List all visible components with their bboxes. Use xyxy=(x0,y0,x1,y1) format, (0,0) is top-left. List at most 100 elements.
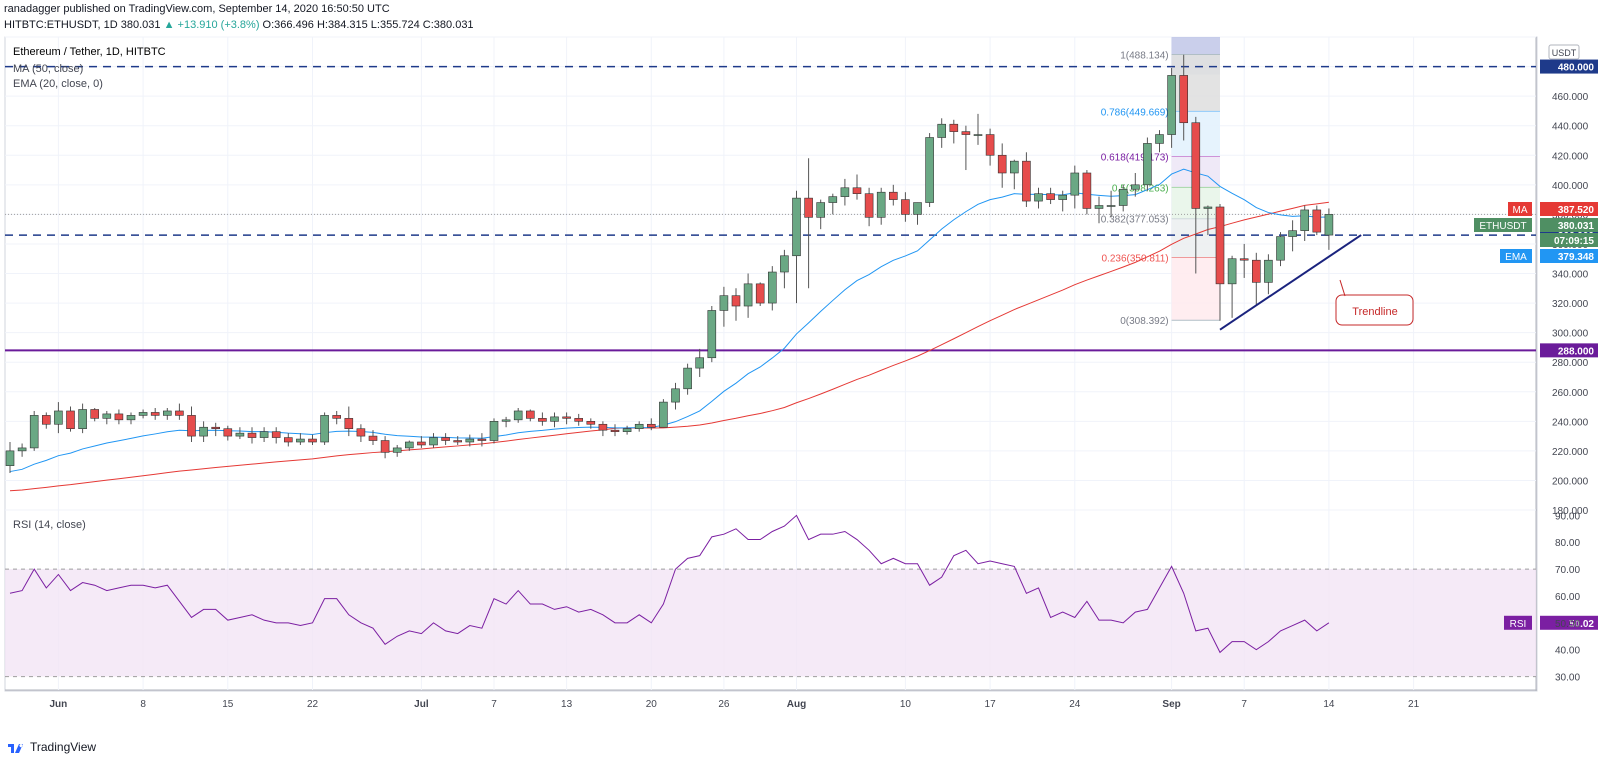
candle-body xyxy=(5,450,15,466)
ema-tag-bg xyxy=(1500,249,1532,263)
candle-body xyxy=(477,438,487,441)
candle-body xyxy=(465,438,475,443)
publish-line: ranadagger published on TradingView.com,… xyxy=(4,3,390,15)
price-tick-label: 420.000 xyxy=(1552,151,1589,162)
candle-body xyxy=(973,134,983,136)
trendline xyxy=(1219,234,1362,331)
countdown-badge-text: 07:09:15 xyxy=(1554,236,1594,247)
candle-body xyxy=(296,438,305,443)
candle-body xyxy=(1252,259,1261,283)
time-tick-label: Aug xyxy=(787,699,806,710)
candle-body xyxy=(586,421,596,425)
level-288-badge-text: 288.000 xyxy=(1558,346,1595,357)
candle-body xyxy=(489,421,499,441)
price-tick-label: 180.000 xyxy=(1552,506,1589,517)
candle-body xyxy=(683,367,692,390)
candle-body xyxy=(223,428,233,437)
price-axis: 180.000 200.000 220.000 240.000 260.000 280.0… xyxy=(1474,59,1598,684)
time-tick-label: 13 xyxy=(561,699,573,710)
candle-body xyxy=(937,123,947,138)
time-tick-label: 10 xyxy=(900,699,912,710)
ma-50-line xyxy=(9,201,1329,492)
candle-body xyxy=(29,415,39,449)
candle-body xyxy=(1264,259,1273,283)
candle-body xyxy=(913,202,922,215)
candle-body xyxy=(1082,172,1092,209)
candle-body xyxy=(622,428,632,432)
candle-body xyxy=(1131,184,1140,190)
time-tick-label: 17 xyxy=(985,699,997,710)
candle-body xyxy=(695,357,705,369)
currency-badge xyxy=(1548,44,1580,60)
candles xyxy=(5,54,1334,474)
candle-body xyxy=(1179,75,1188,124)
candle-body xyxy=(743,283,753,307)
candle-body xyxy=(610,429,620,432)
rsi-tick-label: 50.00 xyxy=(1555,619,1580,630)
trendline-callout-box xyxy=(1335,294,1414,326)
change-value: +13.910 (+3.8%) xyxy=(177,19,260,31)
candle-body xyxy=(1191,122,1201,209)
candle-body xyxy=(126,415,136,421)
price-tick-label: 460.000 xyxy=(1552,92,1589,103)
currency-label: USDT xyxy=(1552,48,1577,58)
rsi-tick-label: 90.00 xyxy=(1555,511,1580,522)
ma-tag-bg xyxy=(1508,202,1532,216)
time-tick-label: 22 xyxy=(307,699,319,710)
price-tick-label: 280.000 xyxy=(1552,358,1589,369)
candle-body xyxy=(102,413,112,419)
candle-body xyxy=(671,388,680,403)
rsi-tick-label: 30.00 xyxy=(1555,673,1580,684)
last-price: 380.031 xyxy=(120,19,161,31)
candle-body xyxy=(1118,188,1128,206)
candle-body xyxy=(114,413,124,421)
level-480-badge-bg xyxy=(1540,59,1598,74)
candle-body xyxy=(187,415,196,437)
symbol: HITBTC:ETHUSDT xyxy=(4,19,98,31)
candle-body xyxy=(271,431,281,438)
candle-body xyxy=(646,423,656,428)
candle-body xyxy=(441,437,450,441)
candle-body xyxy=(368,435,378,441)
rsi-tag-text: RSI xyxy=(1510,619,1527,630)
fib-level-label: 0.786(449.669) xyxy=(1101,107,1169,118)
last-price-badge-text: 380.031 xyxy=(1558,221,1595,232)
candle-body xyxy=(41,415,51,425)
candle-body xyxy=(719,295,729,311)
candle-body xyxy=(1215,206,1225,285)
ema-value-badge-bg xyxy=(1540,249,1598,263)
candle-body xyxy=(1106,205,1116,207)
time-tick-label: 14 xyxy=(1323,699,1335,710)
ma-tag-text: MA xyxy=(1513,205,1528,216)
price-tick-label: 400.000 xyxy=(1552,181,1589,192)
candle-body xyxy=(1155,134,1164,144)
time-tick-label: 7 xyxy=(1241,699,1247,710)
candle-body xyxy=(525,410,535,419)
candle-body xyxy=(1288,230,1297,237)
timeframe: 1D xyxy=(103,19,118,31)
ma-value-badge-bg xyxy=(1540,202,1598,216)
candle-body xyxy=(66,410,75,430)
candle-body xyxy=(1143,143,1152,186)
candle-body xyxy=(259,431,269,438)
candle-body xyxy=(1227,258,1237,285)
ema-tag-text: EMA xyxy=(1505,252,1527,263)
rsi-tick-label: 40.00 xyxy=(1555,646,1580,657)
price-tick-label: 200.000 xyxy=(1552,476,1589,487)
rsi-value-badge-text: 50.02 xyxy=(1569,619,1594,630)
candle-body xyxy=(344,418,354,430)
time-tick-label: 7 xyxy=(491,699,497,710)
candle-body xyxy=(816,202,826,218)
candle-body xyxy=(150,412,160,416)
candle-body xyxy=(538,418,547,422)
rsi-line xyxy=(9,514,1330,654)
tradingview-logo[interactable]: TradingView xyxy=(8,740,96,754)
fib-level-label: 0(308.392) xyxy=(1120,316,1168,327)
trendline-callout-text: Trendline xyxy=(1352,306,1397,318)
candle-body xyxy=(755,283,765,304)
candle-body xyxy=(780,255,789,273)
candle-body xyxy=(1203,206,1213,209)
level-288-badge-bg xyxy=(1540,343,1598,358)
time-tick-label: 15 xyxy=(222,699,234,710)
